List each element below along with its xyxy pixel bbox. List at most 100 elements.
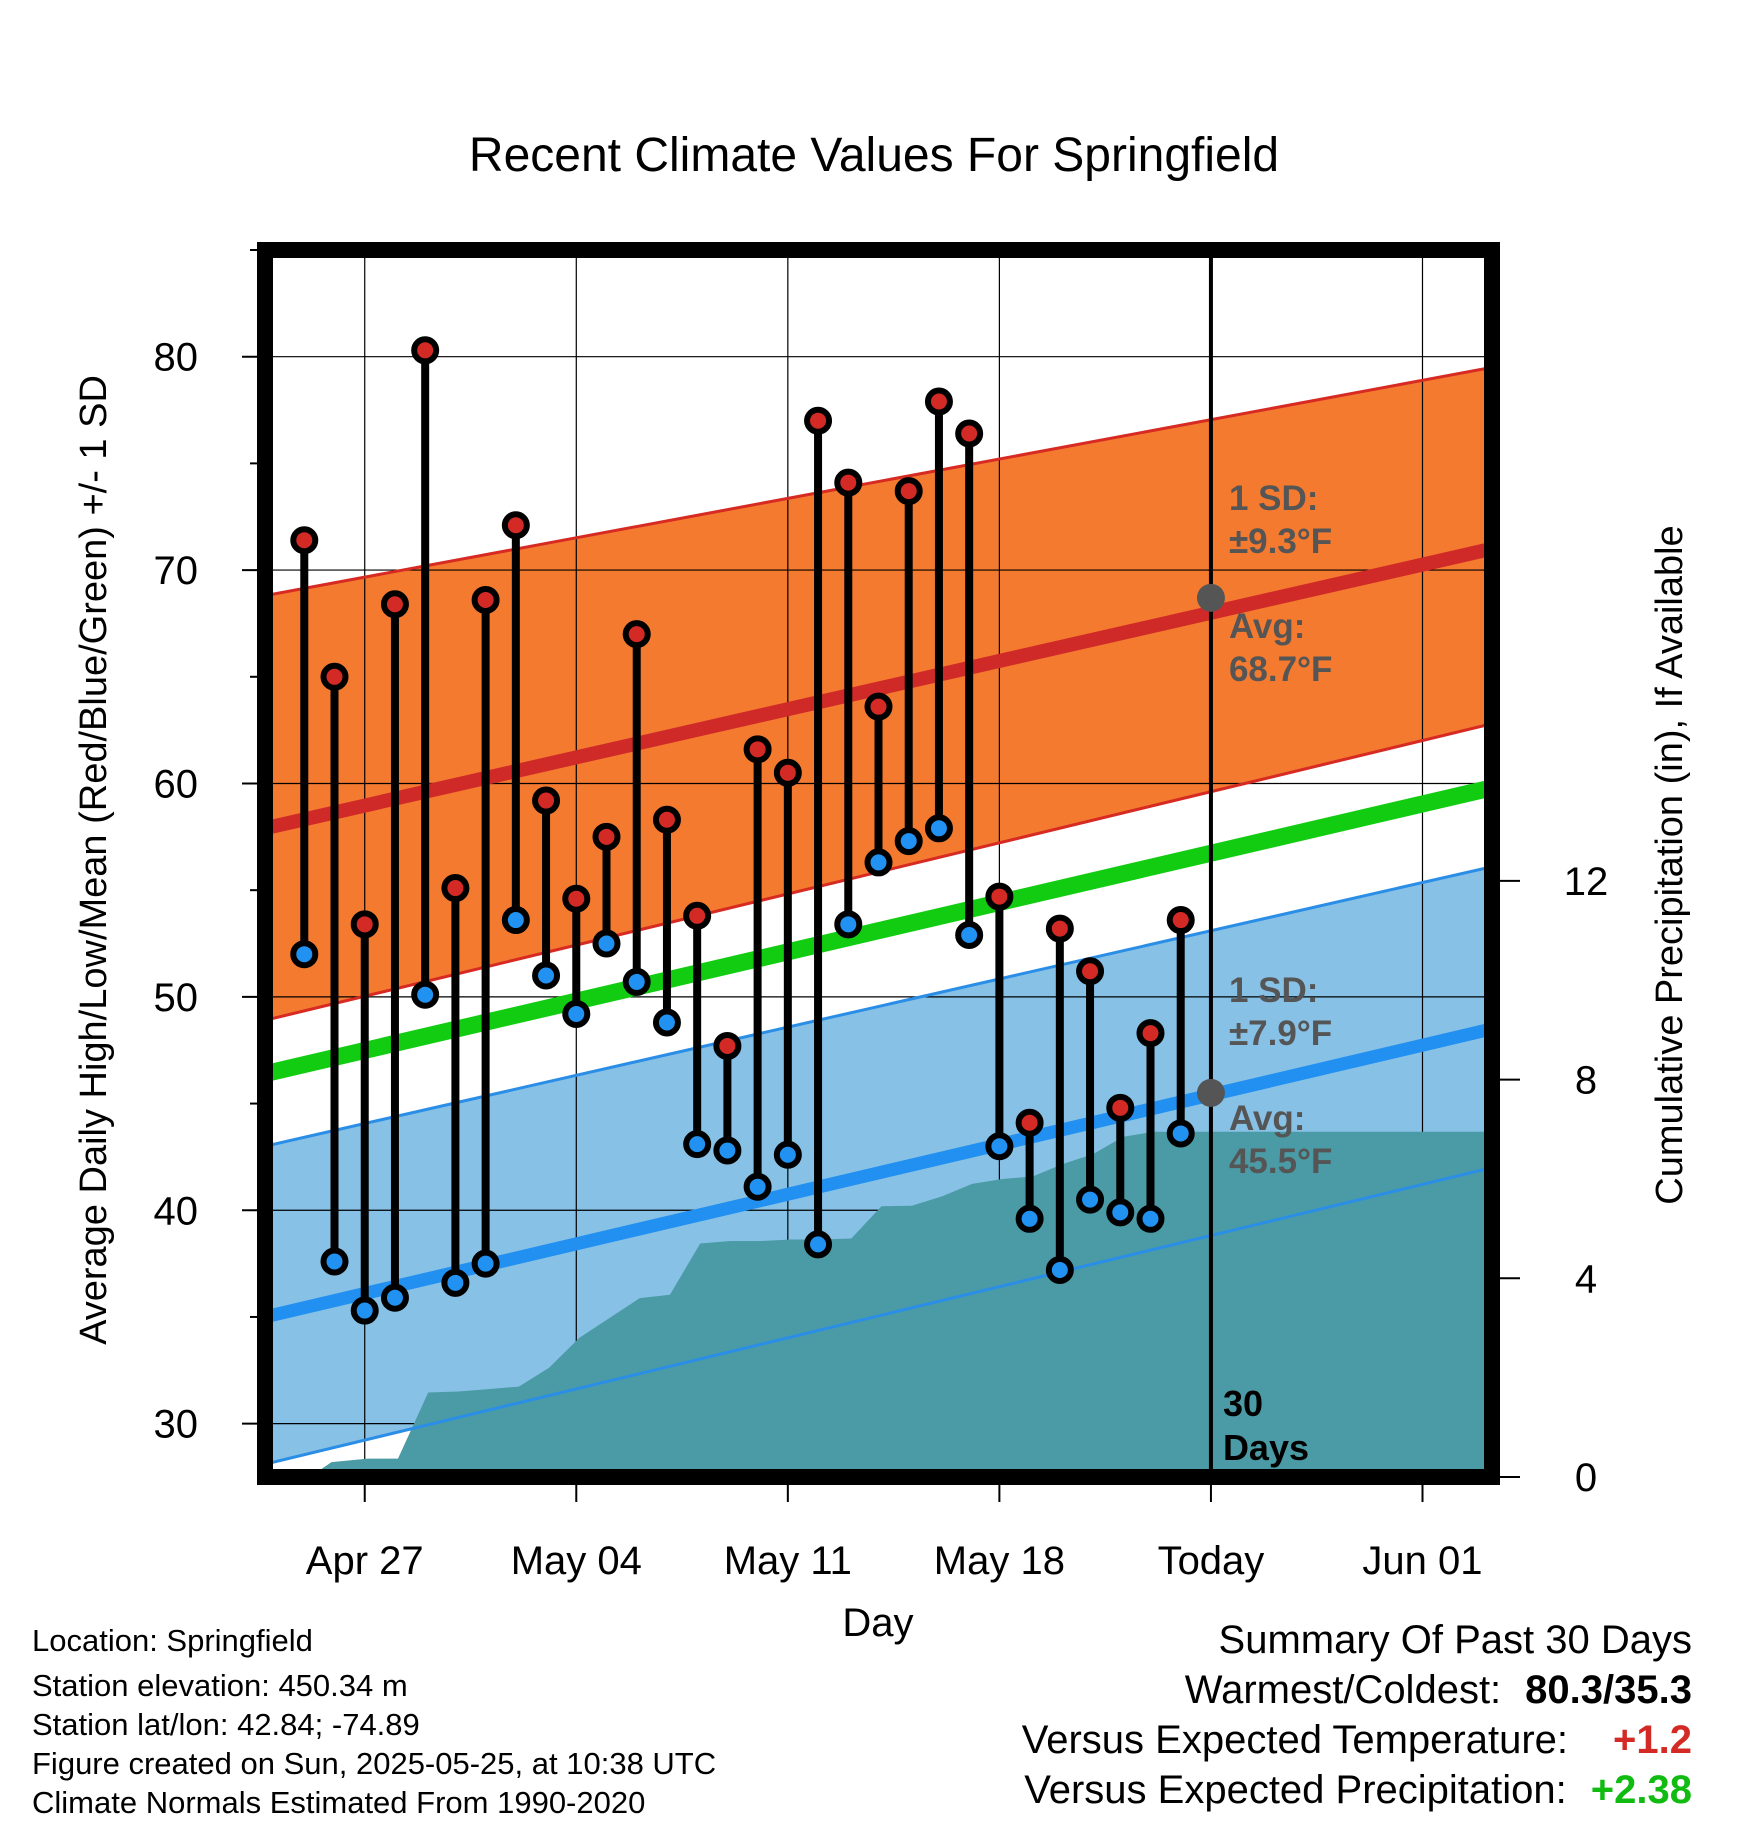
daily-low-point bbox=[532, 961, 561, 990]
daily-high-point bbox=[592, 822, 621, 851]
days-word: Days bbox=[1223, 1427, 1309, 1468]
daily-high-point bbox=[894, 477, 923, 506]
daily-high-point bbox=[985, 882, 1014, 911]
x-tick-label: May 18 bbox=[934, 1539, 1065, 1583]
daily-high-point bbox=[1045, 914, 1074, 943]
daily-high-point bbox=[1076, 957, 1105, 986]
x-tick-label: Jun 01 bbox=[1362, 1539, 1482, 1583]
precip-vs-expected-value: +2.38 bbox=[1590, 1768, 1692, 1812]
daily-high-point bbox=[864, 692, 893, 721]
today-avg-high-marker bbox=[1196, 583, 1225, 612]
daily-high-point bbox=[441, 874, 470, 903]
daily-low-point bbox=[1015, 1204, 1044, 1233]
summary-heading: Summary Of Past 30 Days bbox=[1218, 1618, 1692, 1662]
avg-low-line bbox=[265, 1022, 1492, 1324]
daily-high-point bbox=[501, 511, 530, 540]
days-count: 30 bbox=[1223, 1383, 1263, 1424]
climate-normals-note: Climate Normals Estimated From 1990-2020 bbox=[32, 1785, 646, 1820]
cumulative-precip-area bbox=[304, 1131, 1492, 1477]
daily-high-point bbox=[924, 387, 953, 416]
daily-low-point bbox=[1045, 1256, 1074, 1285]
low-avg-value: 45.5°F bbox=[1229, 1142, 1333, 1181]
daily-low-point bbox=[1166, 1119, 1195, 1148]
daily-high-point bbox=[1015, 1108, 1044, 1137]
daily-low-point bbox=[622, 967, 651, 996]
y-tick-label: 30 bbox=[154, 1403, 199, 1447]
daily-low-point bbox=[804, 1230, 833, 1259]
station-latlon: Station lat/lon: 42.84; -74.89 bbox=[32, 1707, 420, 1742]
daily-low-point bbox=[501, 906, 530, 935]
summary-panel: Summary Of Past 30 Days Warmest/Coldest:… bbox=[1022, 1618, 1692, 1818]
daily-low-point bbox=[894, 827, 923, 856]
daily-low-point bbox=[290, 940, 319, 969]
daily-high-point bbox=[471, 585, 500, 614]
daily-high-point bbox=[320, 662, 349, 691]
plot-frame bbox=[257, 242, 1500, 1485]
daily-high-point bbox=[773, 758, 802, 787]
daily-low-point bbox=[864, 848, 893, 877]
daily-low-point bbox=[1106, 1198, 1135, 1227]
daily-high-point bbox=[713, 1031, 742, 1060]
daily-high-point bbox=[1136, 1019, 1165, 1048]
daily-low-point bbox=[955, 920, 984, 949]
high-sd-label: 1 SD: bbox=[1229, 479, 1318, 518]
daily-low-point bbox=[1076, 1185, 1105, 1214]
avg-mean-line bbox=[265, 779, 1492, 1082]
low-avg-label: Avg: bbox=[1229, 1099, 1305, 1138]
daily-high-point bbox=[1166, 906, 1195, 935]
daily-low-point bbox=[834, 910, 863, 939]
daily-high-point bbox=[834, 468, 863, 497]
daily-high-point bbox=[955, 419, 984, 448]
today-avg-low-marker bbox=[1196, 1078, 1225, 1107]
daily-low-point bbox=[471, 1249, 500, 1278]
daily-low-point bbox=[562, 999, 591, 1028]
low-sd-value: ±7.9°F bbox=[1229, 1014, 1332, 1053]
daily-high-point bbox=[743, 735, 772, 764]
y2-tick-label: 0 bbox=[1575, 1456, 1597, 1500]
low-band-lower-edge bbox=[265, 1166, 1492, 1466]
daily-high-point bbox=[622, 620, 651, 649]
warm-cold-value: 80.3/35.3 bbox=[1525, 1668, 1692, 1712]
station-elevation: Station elevation: 450.34 m bbox=[32, 1668, 408, 1703]
y-tick-label: 40 bbox=[154, 1189, 199, 1233]
x-axis-label: Day bbox=[842, 1601, 913, 1645]
temp-vs-expected-label: Versus Expected Temperature: bbox=[1021, 1718, 1568, 1762]
warm-cold-label: Warmest/Coldest: bbox=[1184, 1668, 1502, 1712]
daily-low-point bbox=[924, 814, 953, 843]
daily-low-point bbox=[1136, 1204, 1165, 1233]
summary-warm-cold: Warmest/Coldest: 80.3/35.3 bbox=[1022, 1668, 1692, 1718]
station-location: Location: Springfield bbox=[32, 1623, 313, 1658]
y-tick-label: 70 bbox=[154, 549, 199, 593]
summary-precip: Versus Expected Precipitation: +2.38 bbox=[1022, 1768, 1692, 1818]
y2-tick-label: 12 bbox=[1564, 860, 1609, 904]
daily-high-point bbox=[652, 805, 681, 834]
daily-high-point bbox=[350, 910, 379, 939]
daily-high-point bbox=[290, 526, 319, 555]
high-sd-value: ±9.3°F bbox=[1229, 522, 1332, 561]
daily-high-point bbox=[683, 901, 712, 930]
daily-low-point bbox=[652, 1008, 681, 1037]
daily-low-point bbox=[380, 1283, 409, 1312]
daily-low-point bbox=[350, 1296, 379, 1325]
daily-high-point bbox=[532, 786, 561, 815]
daily-high-point bbox=[562, 884, 591, 913]
low-band-upper-edge bbox=[265, 865, 1492, 1148]
daily-low-point bbox=[743, 1172, 772, 1201]
low-sd-band bbox=[265, 866, 1492, 1465]
chart-title: Recent Climate Values For Springfield bbox=[468, 129, 1280, 182]
daily-high-point bbox=[804, 406, 833, 435]
daily-low-point bbox=[592, 929, 621, 958]
daily-high-point bbox=[380, 590, 409, 619]
y2-tick-label: 4 bbox=[1575, 1257, 1597, 1301]
daily-low-point bbox=[411, 980, 440, 1009]
daily-high-point bbox=[1106, 1093, 1135, 1122]
y2-tick-label: 8 bbox=[1575, 1059, 1597, 1103]
high-band-upper-edge bbox=[265, 365, 1492, 598]
figure-created: Figure created on Sun, 2025-05-25, at 10… bbox=[32, 1746, 717, 1781]
precip-vs-expected-label: Versus Expected Precipitation: bbox=[1024, 1768, 1567, 1812]
daily-high-point bbox=[411, 336, 440, 365]
x-tick-label: Apr 27 bbox=[306, 1539, 424, 1583]
y-tick-label: 80 bbox=[154, 336, 199, 380]
y-tick-label: 50 bbox=[154, 976, 199, 1020]
